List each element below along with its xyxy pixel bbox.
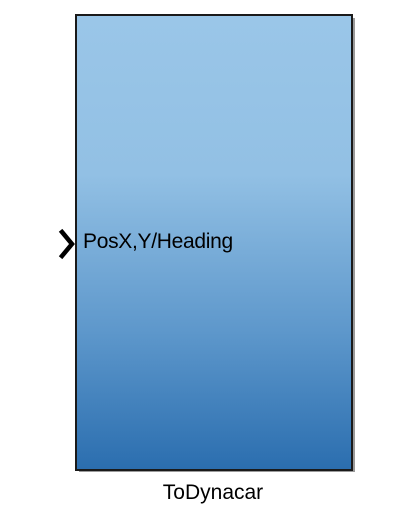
input-port-chevron-icon[interactable]: [58, 228, 80, 260]
input-port-label: PosX,Y/Heading: [83, 230, 233, 253]
block-name-label[interactable]: ToDynacar: [162, 481, 264, 504]
subsystem-block[interactable]: [75, 14, 353, 471]
